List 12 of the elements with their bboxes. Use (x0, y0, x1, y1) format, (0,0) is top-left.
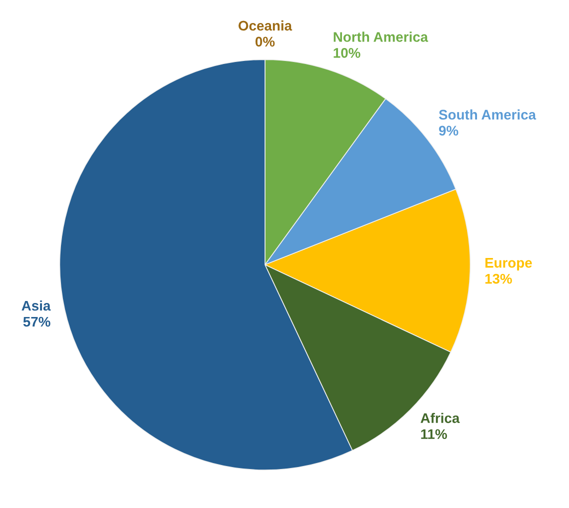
data-label: 9% (439, 126, 458, 136)
data-label: 13% (485, 274, 512, 284)
data-label: 57% (23, 316, 50, 327)
data-label: 11% (421, 429, 447, 440)
data-label: 10% (334, 48, 360, 58)
category-label: Oceania (238, 20, 292, 31)
slice-label: Asia (22, 300, 51, 311)
slice-label: South America (438, 109, 536, 120)
text: 0% (256, 36, 275, 47)
slice-label: North America (334, 32, 428, 42)
slice-label: Europe (485, 258, 532, 270)
slice-label: Africa (420, 412, 460, 424)
